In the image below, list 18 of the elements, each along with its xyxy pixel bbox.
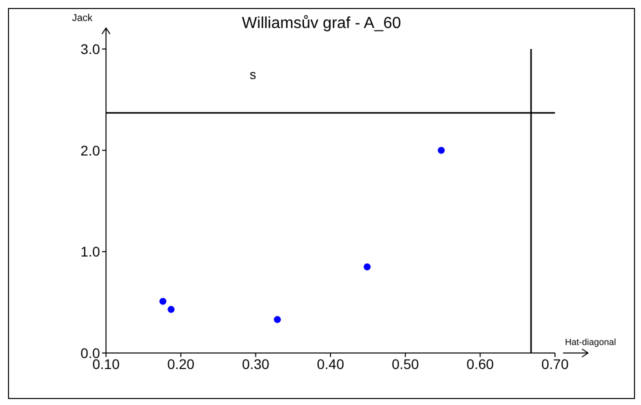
x-tick-label: 0.40: [316, 356, 344, 372]
x-tick-label: 0.50: [392, 356, 420, 372]
point: [159, 298, 166, 305]
point: [438, 146, 445, 154]
point: [168, 306, 175, 313]
x-tick-label: 0.70: [541, 356, 569, 372]
y-tick-label: 2.0: [80, 142, 100, 158]
y-axis-title: Jack: [72, 13, 93, 24]
chart-title: Williamsův graf - A_60: [242, 15, 402, 32]
x-tick-label: 0.60: [466, 356, 494, 372]
point: [364, 263, 371, 270]
x-tick-label: 0.20: [167, 356, 195, 372]
annotation: s: [250, 67, 256, 82]
x-tick-label: 0.30: [242, 356, 270, 372]
y-tick-label: 1.0: [80, 244, 100, 260]
y-tick-label: 3.0: [80, 40, 100, 57]
x-axis-title: Hat-diagonal: [565, 337, 616, 347]
point: [274, 316, 281, 324]
